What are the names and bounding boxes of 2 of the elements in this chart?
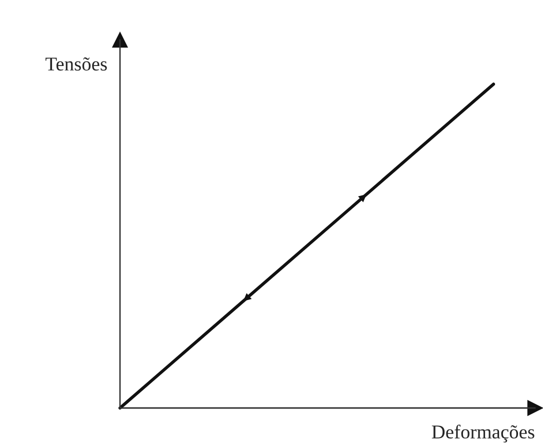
y-axis-title: Tensões xyxy=(46,57,107,71)
x-axis-title: Deformações xyxy=(432,424,534,442)
